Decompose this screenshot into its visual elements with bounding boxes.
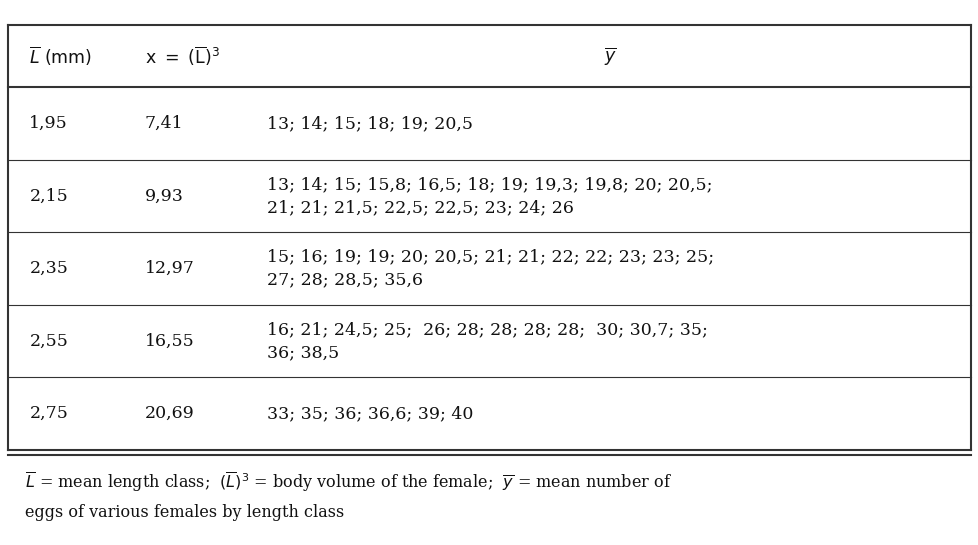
Text: 2,15: 2,15 — [29, 187, 68, 204]
Text: $\mathrm{x\ =\ (\overline{L})^3}$: $\mathrm{x\ =\ (\overline{L})^3}$ — [145, 44, 220, 68]
Text: $\overline{L}$ $\mathrm{(mm)}$: $\overline{L}$ $\mathrm{(mm)}$ — [29, 44, 92, 68]
Text: 2,55: 2,55 — [29, 332, 68, 349]
Text: 7,41: 7,41 — [145, 115, 183, 132]
Text: $\overline{L}$ = mean length class;  $(\overline{L})^3$ = body volume of the fem: $\overline{L}$ = mean length class; $(\o… — [25, 470, 672, 494]
Text: 13; 14; 15; 15,8; 16,5; 18; 19; 19,3; 19,8; 20; 20,5;: 13; 14; 15; 15,8; 16,5; 18; 19; 19,3; 19… — [267, 176, 712, 193]
Text: eggs of various females by length class: eggs of various females by length class — [25, 504, 344, 521]
Text: 12,97: 12,97 — [145, 260, 195, 277]
Text: 2,75: 2,75 — [29, 405, 68, 422]
Text: 2,35: 2,35 — [29, 260, 68, 277]
Text: 13; 14; 15; 18; 19; 20,5: 13; 14; 15; 18; 19; 20,5 — [267, 115, 472, 132]
Text: $\overline{y}$: $\overline{y}$ — [603, 45, 616, 67]
Text: 20,69: 20,69 — [145, 405, 195, 422]
Text: 27; 28; 28,5; 35,6: 27; 28; 28,5; 35,6 — [267, 271, 422, 288]
Text: 1,95: 1,95 — [29, 115, 68, 132]
Text: 36; 38,5: 36; 38,5 — [267, 344, 339, 361]
Text: 15; 16; 19; 19; 20; 20,5; 21; 21; 22; 22; 23; 23; 25;: 15; 16; 19; 19; 20; 20,5; 21; 21; 22; 22… — [267, 249, 714, 265]
Text: 16; 21; 24,5; 25;  26; 28; 28; 28; 28;  30; 30,7; 35;: 16; 21; 24,5; 25; 26; 28; 28; 28; 28; 30… — [267, 321, 707, 338]
Text: 16,55: 16,55 — [145, 332, 195, 349]
Text: 21; 21; 21,5; 22,5; 22,5; 23; 24; 26: 21; 21; 21,5; 22,5; 22,5; 23; 24; 26 — [267, 199, 573, 216]
Text: 33; 35; 36; 36,6; 39; 40: 33; 35; 36; 36,6; 39; 40 — [267, 405, 473, 422]
Text: 9,93: 9,93 — [145, 187, 184, 204]
